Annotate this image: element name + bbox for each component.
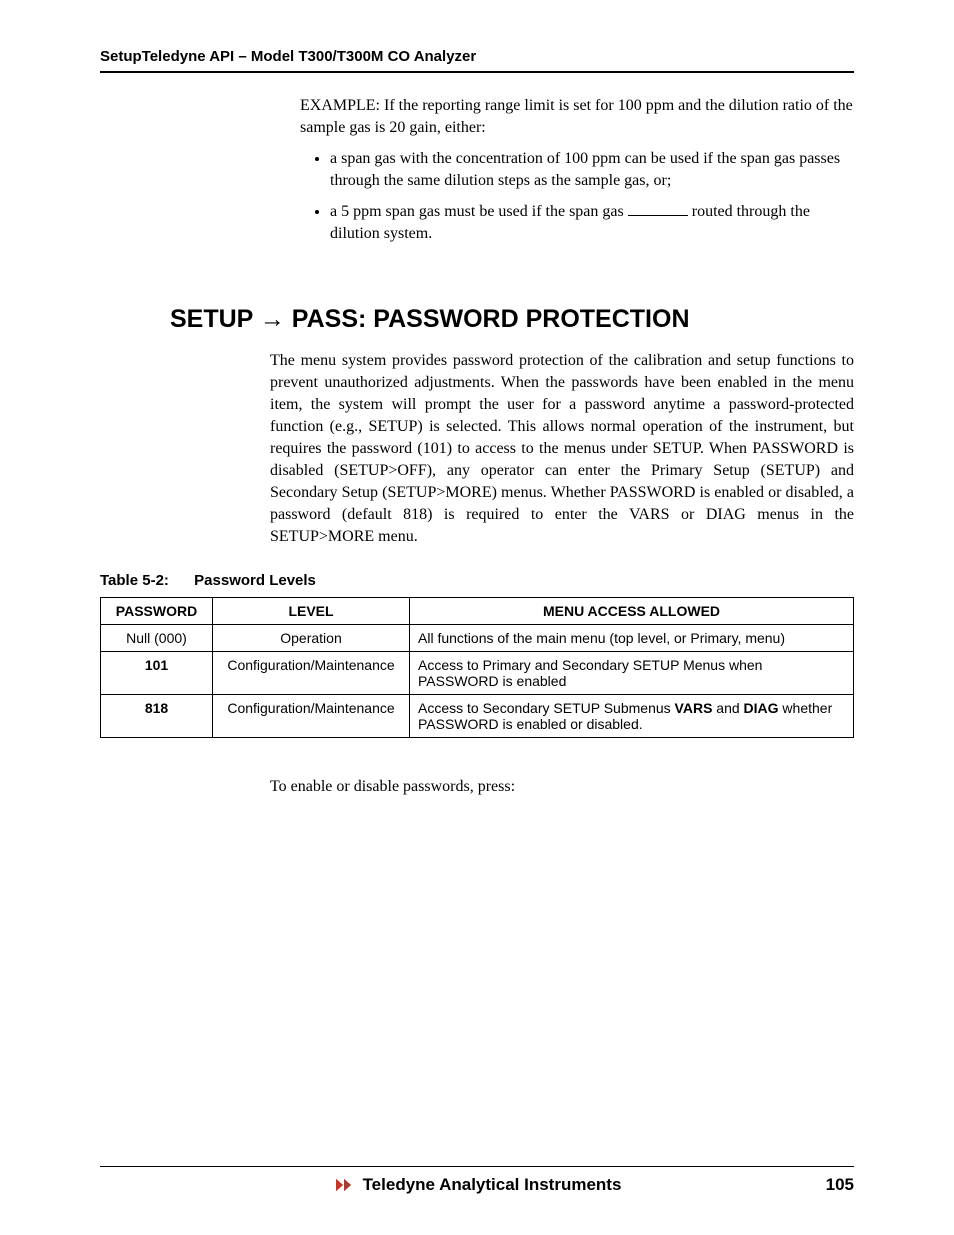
password-table: PASSWORD LEVEL MENU ACCESS ALLOWED Null … (100, 597, 854, 738)
table-caption-title: Password Levels (194, 572, 316, 589)
cell-password: Null (000) (101, 625, 213, 652)
page: SetupTeledyne API – Model T300/T300M CO … (0, 0, 954, 1235)
bullet-item: a span gas with the concentration of 100… (330, 148, 854, 191)
table-caption: Table 5-2: Password Levels (100, 572, 854, 589)
table-header-access: MENU ACCESS ALLOWED (410, 598, 854, 625)
cell-password: 818 (101, 695, 213, 738)
after-table-text: To enable or disable passwords, press: (270, 778, 854, 796)
footer-rule (100, 1166, 854, 1167)
cell-access: All functions of the main menu (top leve… (410, 625, 854, 652)
example-paragraph: EXAMPLE: If the reporting range limit is… (300, 95, 854, 138)
brand-logo-icon (333, 1177, 355, 1193)
cell-access: Access to Primary and Secondary SETUP Me… (410, 652, 854, 695)
page-header: SetupTeledyne API – Model T300/T300M CO … (100, 48, 854, 73)
cell-level: Configuration/Maintenance (213, 652, 410, 695)
cell-access: Access to Secondary SETUP Submenus VARS … (410, 695, 854, 738)
footer-page-number: 105 (826, 1175, 854, 1195)
bullet-item: a 5 ppm span gas must be used if the spa… (330, 201, 854, 244)
table-row: 818Configuration/MaintenanceAccess to Se… (101, 695, 854, 738)
table-header-level: LEVEL (213, 598, 410, 625)
table-caption-number: Table 5-2: (100, 572, 190, 589)
cell-password: 101 (101, 652, 213, 695)
table-row: Null (000)OperationAll functions of the … (101, 625, 854, 652)
blank-line (628, 215, 688, 216)
footer-row: Teledyne Analytical Instruments 105 (100, 1175, 854, 1195)
intro-block: EXAMPLE: If the reporting range limit is… (300, 95, 854, 245)
table-header-row: PASSWORD LEVEL MENU ACCESS ALLOWED (101, 598, 854, 625)
table-row: 101Configuration/MaintenanceAccess to Pr… (101, 652, 854, 695)
page-footer: Teledyne Analytical Instruments 105 (100, 1166, 854, 1195)
table-header-password: PASSWORD (101, 598, 213, 625)
cell-level: Configuration/Maintenance (213, 695, 410, 738)
bullet-text-a: a 5 ppm span gas must be used if the spa… (330, 203, 628, 220)
footer-brand: Teledyne Analytical Instruments (363, 1175, 622, 1195)
section-heading: SETUP → PASS: PASSWORD PROTECTION (170, 305, 854, 334)
cell-level: Operation (213, 625, 410, 652)
section-paragraph: The menu system provides password protec… (270, 350, 854, 549)
bullet-list: a span gas with the concentration of 100… (300, 148, 854, 244)
